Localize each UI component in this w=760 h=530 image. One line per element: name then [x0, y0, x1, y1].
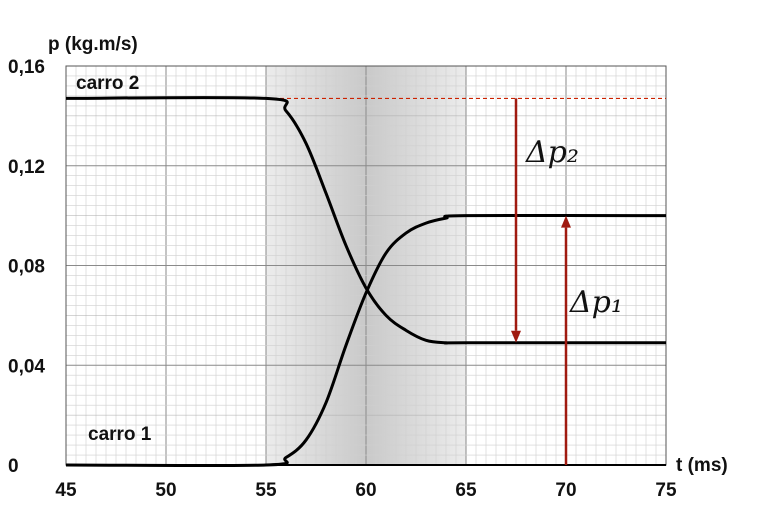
x-axis-label: t (ms): [676, 455, 728, 476]
x-tick-label: 45: [55, 480, 77, 501]
x-tick-label: 70: [555, 480, 576, 501]
x-tick-label: 65: [455, 480, 477, 501]
y-tick-label: 0,08: [8, 257, 45, 278]
y-tick-label: 0,12: [8, 157, 45, 178]
series-label-carro-2: carro 2: [76, 73, 139, 94]
y-tick-label: 0,16: [8, 57, 45, 78]
delta-label-2: Δp₁: [569, 285, 623, 320]
series-line-carro-2: [65, 95, 666, 345]
delta-label-1: Δp₂: [525, 135, 579, 170]
x-tick-label: 75: [655, 480, 677, 501]
x-tick-label: 60: [355, 480, 376, 501]
y-tick-label: 0,04: [8, 356, 45, 377]
series-label-carro-1: carro 1: [88, 424, 152, 445]
series-line-carro-1: [65, 213, 667, 468]
y-tick-label: 0: [8, 456, 19, 477]
y-axis-label: p (kg.m/s): [48, 34, 138, 55]
delta-arrowhead-1: [511, 330, 521, 343]
x-tick-label: 55: [255, 480, 277, 501]
x-tick-label: 50: [155, 480, 176, 501]
delta-arrowhead-2: [561, 215, 571, 228]
